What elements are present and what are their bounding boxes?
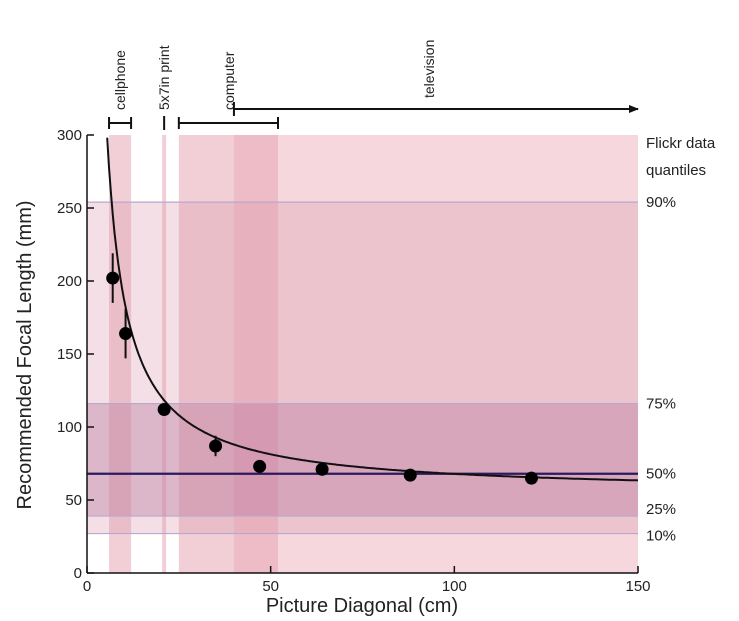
- axes: 0 50 100 150 200 250 300 0 50 100 150: [57, 127, 651, 595]
- x-axis-title: Picture Diagonal (cm): [266, 595, 458, 617]
- device-range-brackets: cellphone 5x7in print computer television: [108, 40, 639, 130]
- quantile-lines: 90% 75% 50% 25% 10%: [87, 194, 676, 545]
- quantile-label-3: 25%: [646, 501, 676, 518]
- device-range-bands: [109, 135, 638, 573]
- x-tick-label-2: 100: [442, 578, 467, 595]
- device-label-0: cellphone: [112, 50, 128, 110]
- quantile-label-0: 90%: [646, 194, 676, 211]
- device-band-0: [109, 135, 132, 573]
- y-tick-label-5: 250: [57, 200, 82, 217]
- data-point-3: [209, 439, 223, 453]
- x-tick-label-0: 0: [83, 578, 91, 595]
- y-tick-label-4: 200: [57, 273, 82, 290]
- quantile-label-4: 10%: [646, 528, 676, 545]
- device-label-2: computer: [221, 51, 237, 110]
- device-band-2: [178, 135, 279, 573]
- x-tick-label-3: 150: [625, 578, 650, 595]
- device-label-1: 5x7in print: [156, 45, 172, 110]
- data-point-7: [524, 471, 538, 485]
- y-tick-label-1: 50: [65, 492, 82, 509]
- device-label-3: television: [421, 40, 437, 98]
- device-band-3: [233, 135, 638, 573]
- y-axis-title: Recommended Focal Length (mm): [14, 200, 36, 509]
- y-tick-label-0: 0: [74, 565, 82, 582]
- device-band-1: [162, 135, 167, 573]
- data-point-5: [315, 462, 329, 476]
- data-point-1: [119, 327, 133, 341]
- quantile-band-25-75: [87, 403, 638, 517]
- data-point-0: [106, 271, 120, 285]
- quantile-label-1: 75%: [646, 396, 676, 413]
- y-tick-label-2: 100: [57, 419, 82, 436]
- quantile-label-2: 50%: [646, 466, 676, 483]
- data-point-2: [157, 402, 171, 416]
- quantiles-title-line2: quantiles: [646, 162, 706, 179]
- fit-curve-layer: [106, 137, 639, 482]
- data-point-4: [253, 459, 267, 473]
- y-tick-label-6: 300: [57, 127, 82, 144]
- y-tick-label-3: 150: [57, 346, 82, 363]
- fit-curve: [106, 137, 639, 482]
- quantile-bands: [87, 202, 638, 534]
- x-tick-label-1: 50: [262, 578, 279, 595]
- data-points: [106, 253, 538, 485]
- quantiles-title-line1: Flickr data: [646, 135, 716, 152]
- data-point-6: [403, 468, 417, 482]
